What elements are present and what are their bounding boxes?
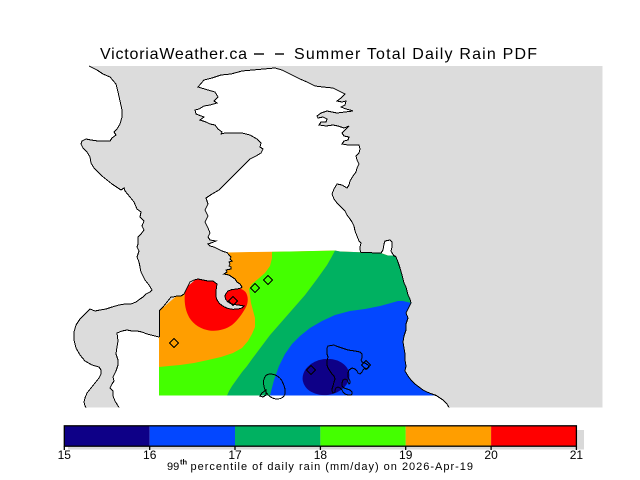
- svg-text:VictoriaWeather.ca: VictoriaWeather.ca: [100, 46, 247, 63]
- svg-text:17: 17: [228, 448, 242, 462]
- svg-text:19: 19: [399, 448, 413, 462]
- svg-text:20: 20: [484, 448, 498, 462]
- svg-text:16: 16: [143, 448, 157, 462]
- svg-text:Summer Total Daily Rain PDF: Summer Total Daily Rain PDF: [294, 46, 537, 63]
- svg-text:percentile of daily rain (mm/d: percentile of daily rain (mm/day) on 202…: [191, 461, 474, 473]
- svg-text:18: 18: [314, 448, 328, 462]
- svg-text:21: 21: [570, 448, 584, 462]
- svg-text:th: th: [180, 458, 187, 467]
- svg-text:15: 15: [58, 448, 72, 462]
- svg-text:99: 99: [167, 461, 179, 473]
